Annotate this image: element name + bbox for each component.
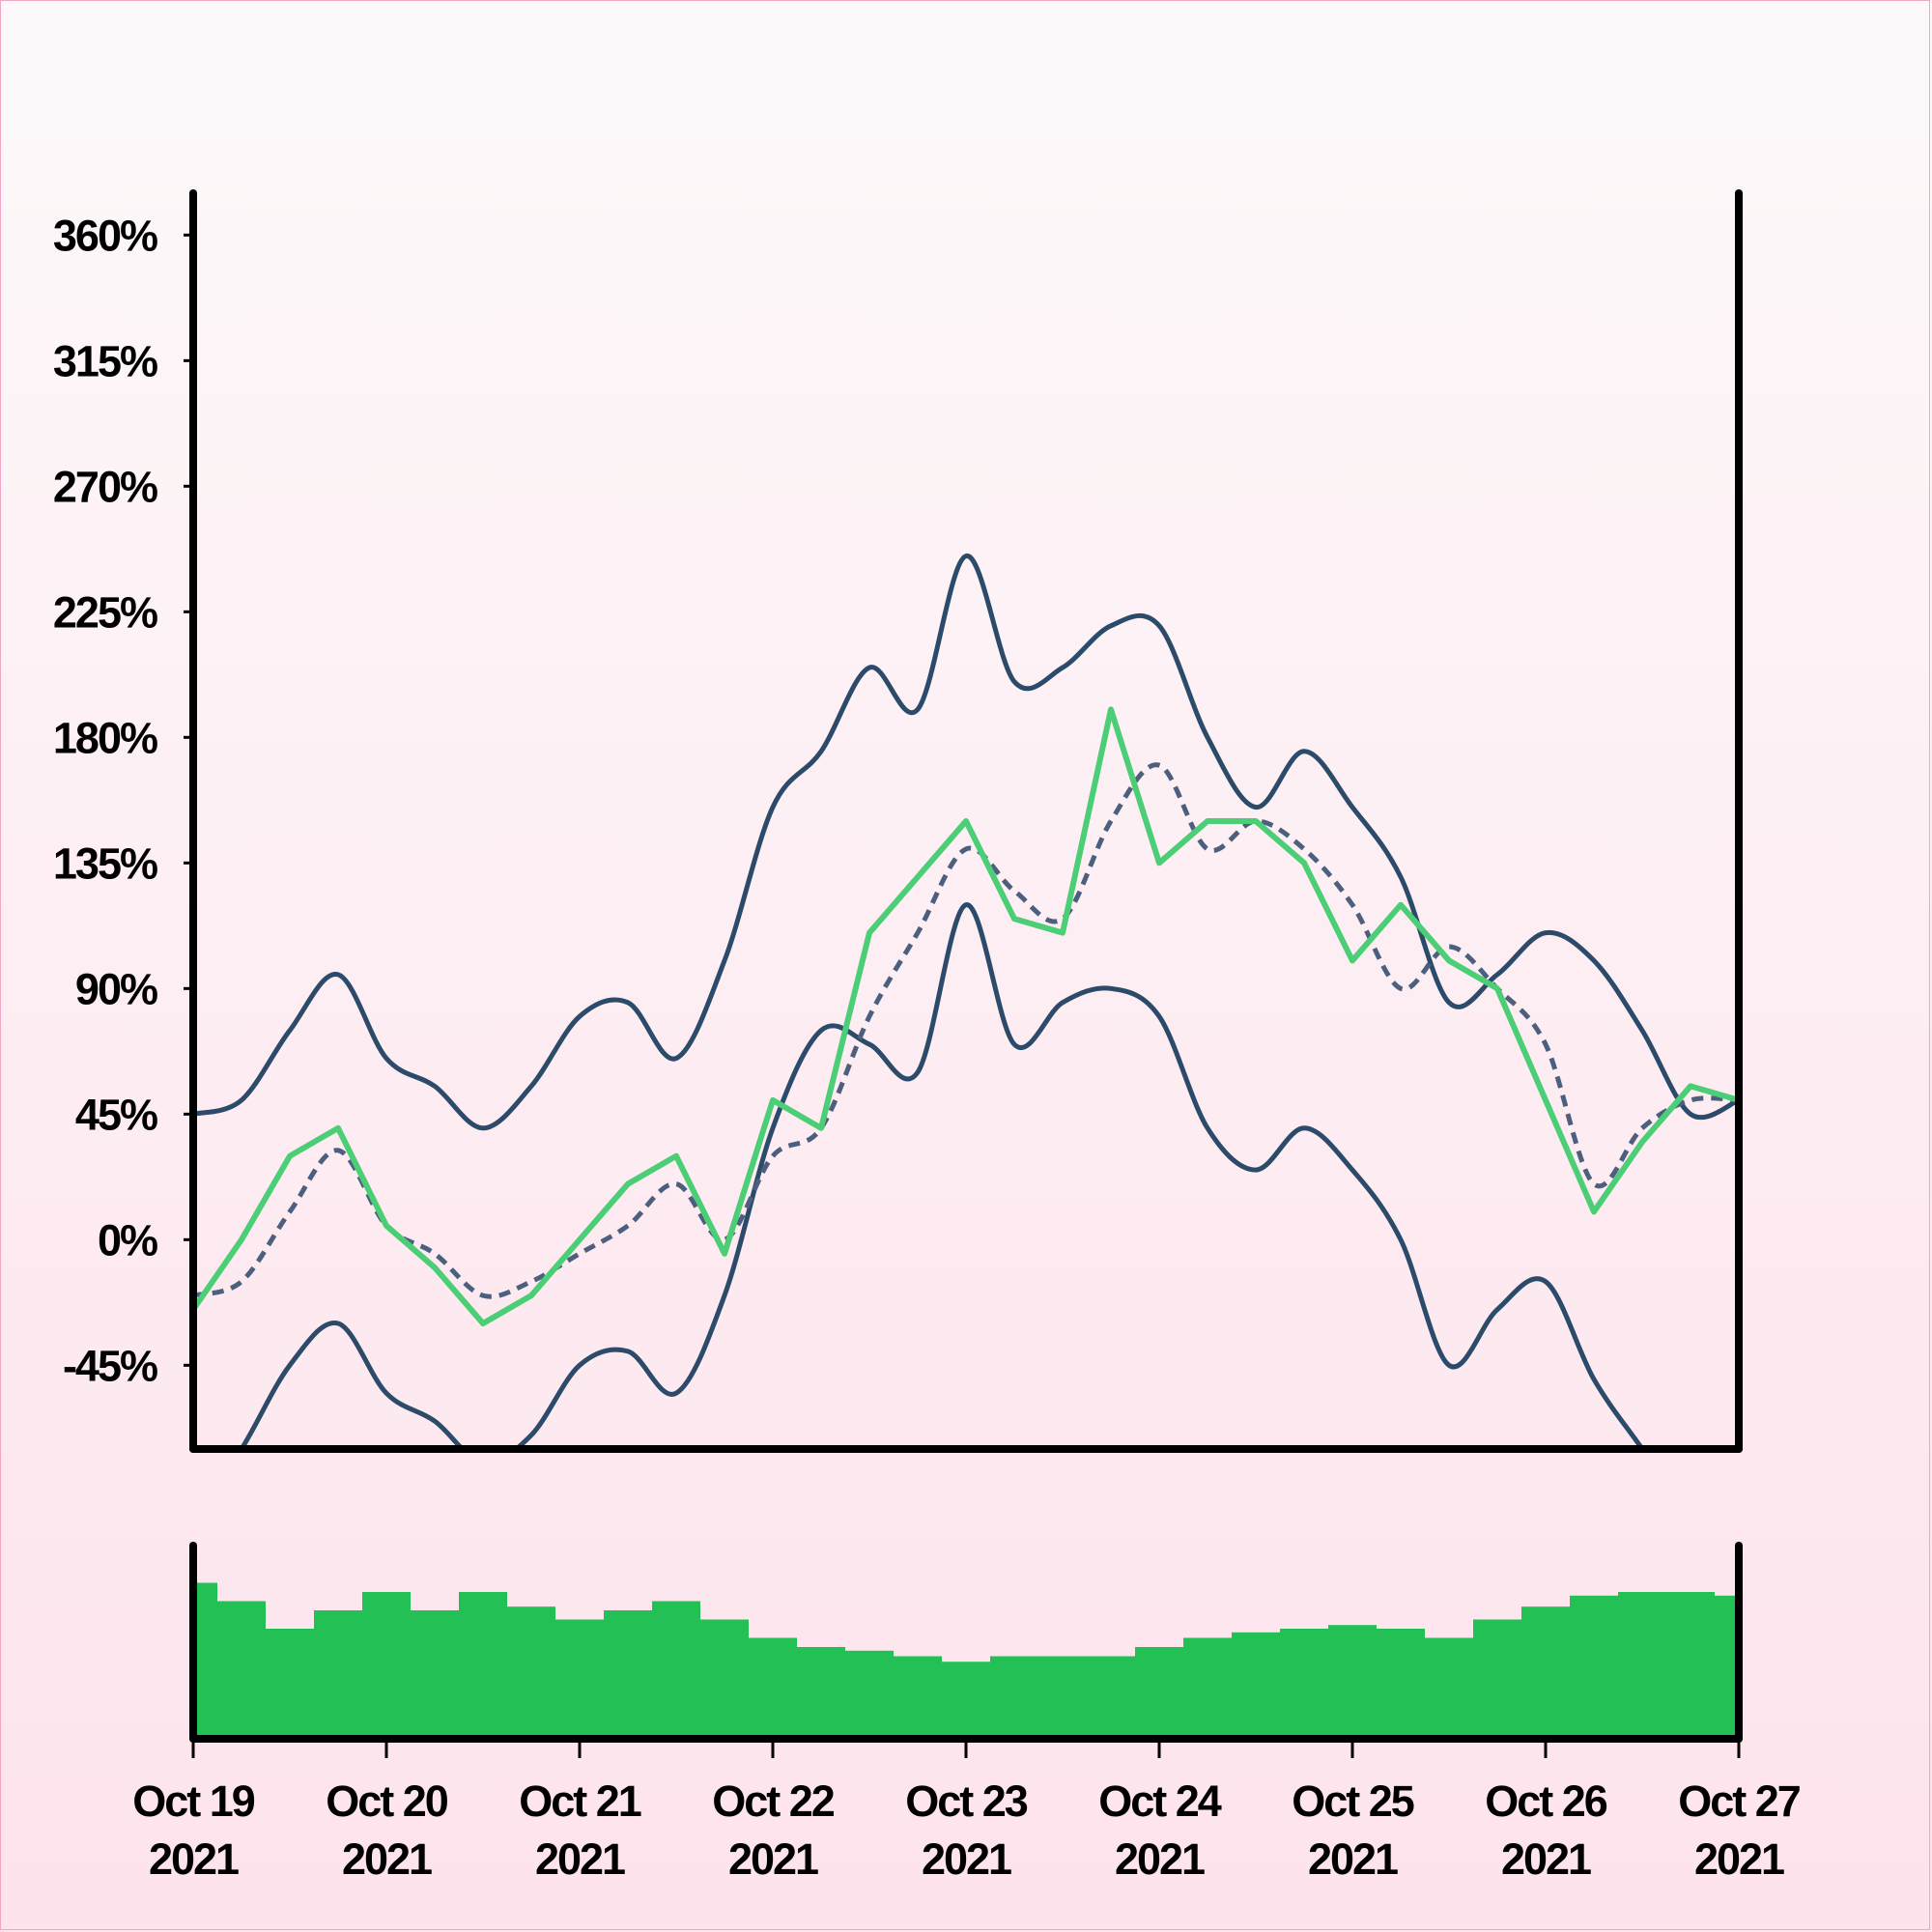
volume-bar	[990, 1656, 1038, 1739]
volume-bar	[217, 1601, 266, 1739]
volume-bar	[1038, 1656, 1087, 1739]
x-tick-label-date: Oct 19	[132, 1776, 255, 1826]
volume-bar	[1232, 1632, 1280, 1739]
y-tick-label: 180%	[53, 713, 157, 762]
price-line	[193, 706, 1739, 1326]
volume-bar	[700, 1619, 749, 1739]
main-panel-axes	[189, 189, 1743, 1453]
volume-bar	[362, 1592, 411, 1739]
x-tick-label-date: Oct 23	[905, 1776, 1028, 1826]
x-tick-label-year: 2021	[535, 1834, 625, 1884]
x-tick-label-year: 2021	[922, 1834, 1011, 1884]
y-tick-label: 45%	[75, 1090, 157, 1139]
volume-bar	[314, 1610, 362, 1739]
x-tick-label-year: 2021	[342, 1834, 432, 1884]
y-tick-label: 135%	[53, 838, 157, 888]
sma-line	[193, 762, 1739, 1299]
lower-band-line	[239, 902, 1739, 1449]
x-axis-ticks: Oct 19 2021 Oct 20 2021 Oct 21 2021 Oct 22 2021…	[132, 1739, 1803, 1884]
volume-bar	[652, 1601, 700, 1739]
volume-bar	[459, 1592, 507, 1739]
volume-bar	[797, 1647, 845, 1739]
volume-bar	[555, 1619, 604, 1739]
volume-bar	[942, 1662, 990, 1739]
x-tick-label-date: Oct 22	[712, 1776, 835, 1826]
moving-average-line	[193, 762, 1739, 1299]
volume-bar	[894, 1656, 942, 1739]
main-price-panel: -45% 0% 45% 90% 135% 180% 225% 270% 315% 360%	[53, 189, 1743, 1453]
y-tick-label: 360%	[53, 211, 157, 260]
x-tick-label-date: Oct 24	[1098, 1776, 1222, 1826]
volume-bar	[749, 1637, 797, 1739]
x-tick-label-year: 2021	[1308, 1834, 1398, 1884]
volume-bar	[1715, 1595, 1735, 1739]
x-tick-label-year: 2021	[149, 1834, 239, 1884]
x-tick-label-year: 2021	[1115, 1834, 1205, 1884]
volume-bar	[1377, 1629, 1425, 1739]
x-tick-label-year: 2021	[1501, 1834, 1591, 1884]
x-tick-label-year: 2021	[728, 1834, 818, 1884]
y-tick-label: 315%	[53, 336, 157, 385]
x-tick-label-date: Oct 20	[326, 1776, 448, 1826]
price-series-line	[193, 706, 1739, 1326]
volume-bar	[1473, 1619, 1521, 1739]
y-tick-label: 225%	[53, 587, 157, 637]
volume-bar	[1328, 1625, 1377, 1739]
volume-bar	[1666, 1592, 1715, 1739]
volume-bar	[1618, 1592, 1666, 1739]
x-tick-label-date: Oct 26	[1485, 1776, 1607, 1826]
volume-bar	[1183, 1637, 1232, 1739]
volume-bar	[1521, 1606, 1570, 1739]
volume-bar	[266, 1629, 314, 1739]
y-tick-label: -45%	[63, 1341, 157, 1390]
volume-bar	[1280, 1629, 1328, 1739]
volume-bar	[604, 1610, 652, 1739]
volume-bar	[411, 1610, 459, 1739]
volume-bar	[1425, 1637, 1473, 1739]
volume-bar	[1570, 1595, 1618, 1739]
band-lines	[193, 554, 1739, 1449]
volume-bar	[1087, 1656, 1135, 1739]
volume-bar	[845, 1650, 894, 1739]
volume-bars	[197, 1582, 1735, 1739]
volume-bar	[1135, 1647, 1183, 1739]
x-tick-label-date: Oct 27	[1678, 1776, 1801, 1826]
x-tick-label-year: 2021	[1694, 1834, 1784, 1884]
y-axis-ticks: -45% 0% 45% 90% 135% 180% 225% 270% 315% 360%	[53, 211, 193, 1390]
y-tick-label: 0%	[98, 1215, 157, 1264]
upper-band-line	[193, 554, 1739, 1131]
y-tick-label: 270%	[53, 462, 157, 511]
volume-bar	[507, 1606, 555, 1739]
volume-panel	[189, 1542, 1743, 1743]
y-tick-label: 90%	[75, 964, 157, 1013]
x-tick-label-date: Oct 21	[519, 1776, 641, 1826]
x-tick-label-date: Oct 25	[1292, 1776, 1414, 1826]
volume-bar	[197, 1582, 217, 1739]
